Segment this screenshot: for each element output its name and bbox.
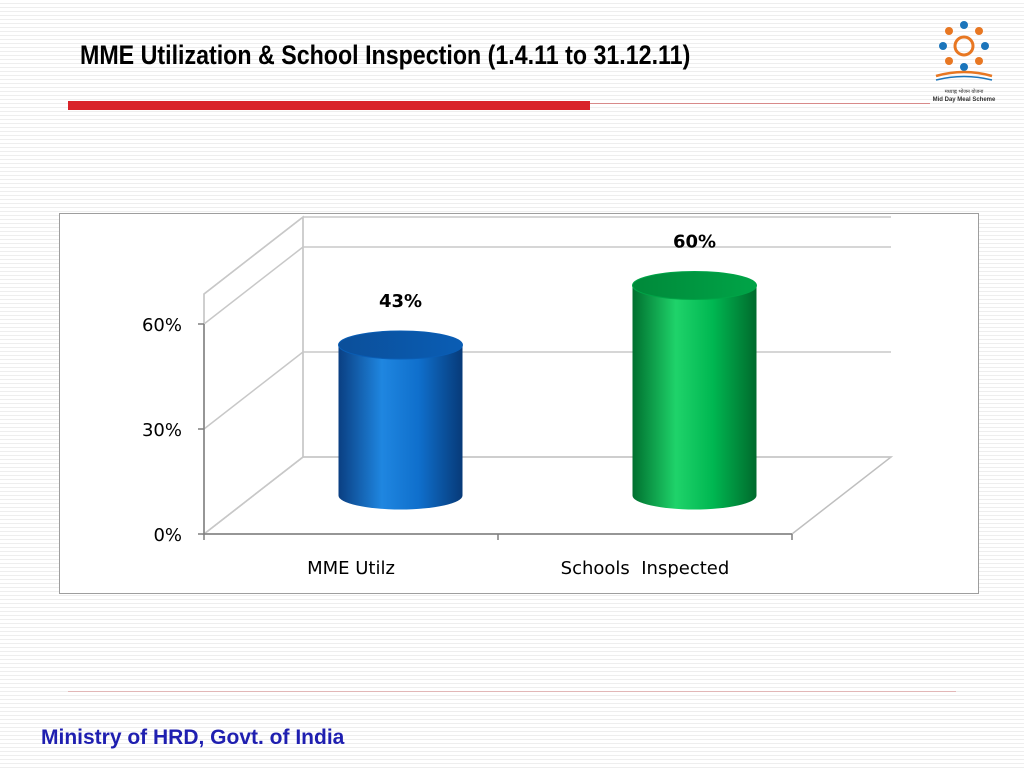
y-tick-label: 0%	[153, 525, 182, 546]
gridline-side	[203, 216, 304, 295]
footer-text: Ministry of HRD, Govt. of India	[41, 726, 345, 749]
title-underline-red	[68, 101, 590, 110]
logo-caption-hindi: मध्याह्न भोजन योजना	[945, 88, 984, 95]
gridline-side	[203, 246, 304, 325]
x-tick-label: MME Utilz	[307, 558, 395, 579]
logo-caption: Mid Day Meal Scheme	[933, 97, 996, 103]
bar-schools-inspected	[632, 271, 757, 510]
gridline-side	[203, 456, 304, 535]
data-label: 60%	[673, 232, 716, 253]
x-tick-label: Schools Inspected	[561, 558, 730, 579]
mid-day-meal-logo-icon: मध्याह्न भोजन योजना Mid Day Meal Scheme	[933, 21, 996, 103]
chart-walls	[201, 215, 894, 536]
bar-top	[338, 330, 463, 360]
bar-chart: 0% 30% 60% 43% MME Utilz 60% Schools Inspected	[142, 215, 894, 579]
chart-floor	[201, 456, 894, 535]
gridline-side	[203, 351, 304, 430]
slide-title: MME Utilization & School Inspection (1.4…	[80, 40, 691, 70]
bar-top	[632, 271, 757, 300]
footer-divider	[68, 691, 956, 692]
bars	[338, 271, 757, 510]
bar-mme-utilz	[338, 330, 463, 510]
bar-body	[338, 345, 463, 510]
chart-frame: 0% 30% 60% 43% MME Utilz 60% Schools Inspected	[59, 213, 979, 594]
y-tick-label: 30%	[142, 420, 182, 441]
y-tick-label: 60%	[142, 315, 182, 336]
title-underline-thin	[590, 103, 930, 104]
bar-body	[632, 285, 757, 510]
data-label: 43%	[379, 291, 422, 312]
